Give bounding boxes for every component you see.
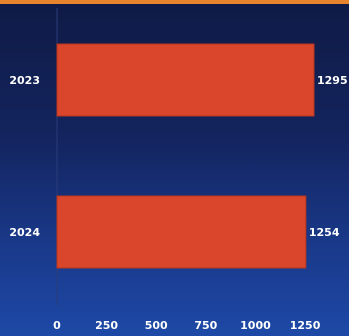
category-labels: 2023 2024 bbox=[9, 74, 40, 239]
x-tick-label-1250: 1250 bbox=[290, 319, 321, 332]
bars-layer bbox=[56, 43, 315, 269]
bar-2024 bbox=[56, 195, 307, 269]
data-label-2023: 1295 bbox=[317, 74, 348, 87]
bar-2023 bbox=[56, 43, 315, 117]
x-tick-label-1000: 1000 bbox=[240, 319, 271, 332]
x-tick-label-250: 250 bbox=[95, 319, 118, 332]
category-label-2023: 2023 bbox=[9, 74, 40, 87]
x-tick-labels: 0 250 500 750 1000 1250 bbox=[53, 319, 321, 332]
data-label-2024: 1254 bbox=[309, 226, 340, 239]
x-tick-label-750: 750 bbox=[194, 319, 217, 332]
data-labels: 1295 1254 bbox=[309, 74, 348, 239]
category-label-2024: 2024 bbox=[9, 226, 40, 239]
top-accent-strip bbox=[0, 0, 349, 4]
x-tick-label-500: 500 bbox=[145, 319, 168, 332]
x-tick-label-0: 0 bbox=[53, 319, 61, 332]
